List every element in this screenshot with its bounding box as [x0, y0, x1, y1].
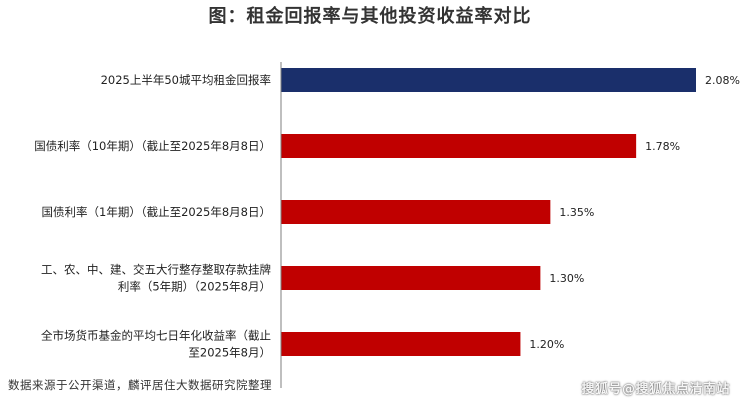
category-label-3: 国债利率（1年期）（截止至2025年8月8日） [42, 205, 271, 219]
category-label-4-line-1: 工、农、中、建、交五大行整存整取存款挂牌 [41, 263, 271, 277]
category-label-1: 2025上半年50城平均租金回报率 [101, 73, 271, 87]
value-label-2: 1.78% [645, 140, 680, 153]
source-note: 数据来源于公开渠道，麟评居住大数据研究院整理 [8, 378, 272, 392]
value-label-3: 1.35% [559, 206, 594, 219]
bar-2 [281, 134, 637, 158]
category-label-2: 国债利率（10年期）（截止至2025年8月8日） [34, 139, 271, 153]
chart-title: 图：租金回报率与其他投资收益率对比 [208, 6, 532, 27]
value-label-4: 1.30% [549, 272, 584, 285]
bar-4 [281, 266, 541, 290]
bar-5 [281, 332, 521, 356]
bar-3 [281, 200, 551, 224]
bar-1 [281, 68, 696, 92]
category-label-5-line-1: 全市场货币基金的平均七日年化收益率（截止 [41, 329, 271, 343]
value-label-5: 1.20% [529, 338, 564, 351]
category-label-4-line-2: 利率（5年期）（2025年8月） [118, 280, 271, 294]
category-label-5-line-2: 至2025年8月） [188, 346, 271, 360]
watermark: 搜狐号@搜狐焦点清南站 [581, 382, 730, 397]
value-label-1: 2.08% [705, 74, 740, 87]
